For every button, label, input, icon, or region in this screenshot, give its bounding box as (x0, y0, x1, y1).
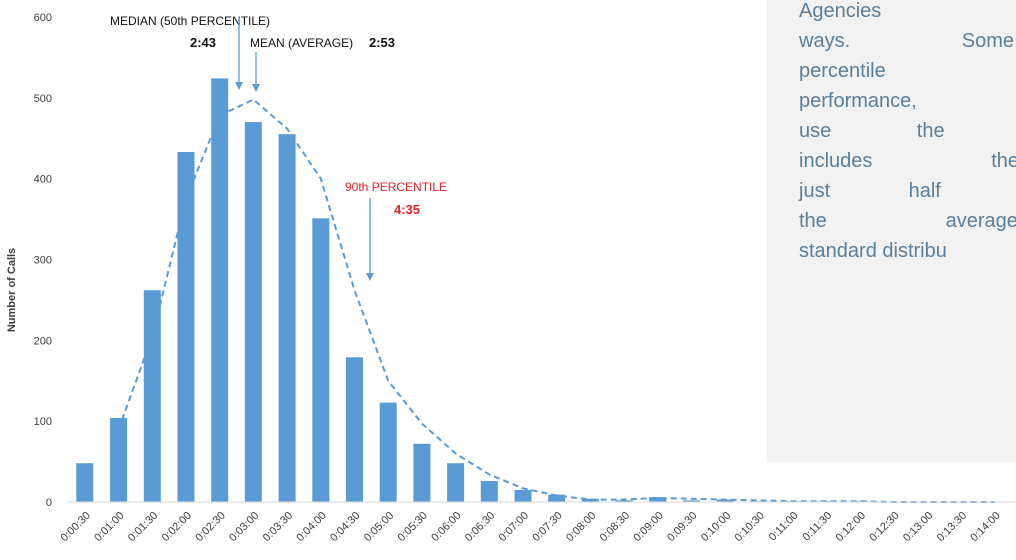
y-tick-label-4: 400 (34, 174, 52, 186)
info-line-1: Agencies measure (799, 0, 1016, 22)
x-tick-label-23: 0:12:00 (834, 510, 868, 544)
mean-value: 2:53 (369, 35, 395, 50)
x-tick-label-6: 0:03:30 (261, 510, 295, 544)
bar-0:01:30 (143, 290, 161, 502)
x-tick-label-15: 0:08:00 (564, 510, 598, 544)
bar-0:07:00 (514, 489, 532, 502)
p90-value: 4:35 (394, 202, 420, 217)
mean-arrowhead (252, 84, 260, 92)
bar-0:04:30 (346, 357, 363, 502)
x-tick-label-26: 0:13:30 (935, 510, 969, 544)
mean-label: MEAN (AVERAGE) (250, 36, 353, 50)
bar-0:05:00 (379, 402, 397, 502)
info-line-4: performance, w (799, 90, 1016, 112)
bar-0:09:30 (683, 500, 700, 502)
x-tick-label-2: 0:01:30 (126, 510, 160, 544)
bar-0:08:00 (581, 498, 599, 502)
x-axis: 0:00:30 0:01:00 0:01:30 0:02:00 0:02:30 0:03:… (59, 501, 1016, 544)
x-tick-label-13: 0:07:00 (497, 510, 531, 544)
x-tick-label-12: 0:06:30 (463, 510, 497, 544)
y-tick-label-0: 0 (46, 497, 52, 509)
bars (76, 78, 869, 503)
y-axis-label: Number of Calls (6, 248, 18, 332)
x-tick-label-18: 0:09:30 (665, 510, 699, 544)
x-tick-label-25: 0:13:00 (901, 510, 935, 544)
info-text-box: Agencies measure ways. Some age percenti… (767, 0, 1016, 462)
median-label: MEDIAN (50th PERCENTILE) (110, 14, 270, 28)
x-tick-label-10: 0:05:30 (396, 510, 430, 544)
mean-annotation: MEAN (AVERAGE) 2:53 (250, 35, 395, 92)
x-tick-label-0: 0:00:30 (59, 510, 93, 544)
info-line-3: percentile whe (799, 60, 1016, 82)
x-tick-label-9: 0:05:00 (362, 510, 396, 544)
info-line-5-a: use the 90 (799, 120, 1016, 142)
y-axis: 0 100 200 300 400 500 600 (34, 12, 52, 509)
p90-arrowhead (366, 273, 374, 281)
info-line-6: includes the va (799, 150, 1016, 172)
x-tick-label-8: 0:04:30 (328, 510, 362, 544)
bar-0:06:00 (447, 463, 465, 502)
x-tick-label-24: 0:12:30 (867, 510, 901, 544)
x-tick-label-19: 0:10:00 (699, 510, 733, 544)
bar-0:02:00 (177, 152, 195, 502)
info-line-2: ways. Some age (799, 30, 1016, 52)
bar-0:02:30 (211, 78, 229, 503)
p90-label: 90th PERCENTILE (345, 180, 447, 194)
x-tick-label-1: 0:01:00 (92, 510, 126, 544)
bar-0:03:30 (278, 134, 296, 502)
bar-0:03:00 (244, 122, 262, 502)
x-tick-label-11: 0:06:00 (429, 510, 463, 544)
info-line-8: the average an (799, 210, 1016, 232)
x-tick-label-22: 0:11:30 (801, 510, 835, 544)
x-tick-label-5: 0:03:00 (227, 510, 261, 544)
x-tick-label-17: 0:09:00 (631, 510, 665, 544)
x-tick-label-21: 0:11:00 (767, 510, 801, 544)
p90-annotation: 90th PERCENTILE 4:35 (345, 180, 447, 281)
x-tick-label-3: 0:02:00 (160, 510, 194, 544)
bar-0:06:30 (480, 481, 498, 502)
bar-0:04:00 (312, 218, 330, 503)
bar-0:07:30 (548, 494, 566, 502)
bar-0:00:30 (76, 463, 94, 502)
bar-0:09:00 (649, 497, 667, 502)
x-tick-label-20: 0:10:30 (733, 510, 767, 544)
y-tick-label-3: 300 (34, 255, 52, 267)
x-tick-label-16: 0:08:30 (598, 510, 632, 544)
info-line-5: use the 90th p (799, 116, 1016, 146)
median-value: 2:43 (190, 35, 216, 50)
bar-0:08:30 (615, 500, 633, 502)
x-tick-label-14: 0:07:30 (530, 510, 564, 544)
trend-line (117, 98, 995, 503)
bar-0:10:00 (716, 499, 734, 502)
x-tick-label-7: 0:04:00 (294, 510, 328, 544)
x-tick-label-4: 0:02:30 (193, 510, 227, 544)
bar-0:01:00 (110, 417, 128, 502)
info-line-7: just half of them (799, 180, 1016, 202)
x-tick-label-27: 0:14:00 (968, 510, 1002, 544)
median-arrowhead (235, 82, 243, 90)
y-tick-label-5: 500 (34, 93, 52, 105)
y-tick-label-6: 600 (34, 12, 52, 24)
y-tick-label-2: 200 (34, 335, 52, 347)
y-tick-label-1: 100 (34, 416, 52, 428)
info-line-9: standard distribu (799, 240, 947, 262)
median-annotation: MEDIAN (50th PERCENTILE) 2:43 (110, 14, 270, 90)
bar-0:05:30 (413, 443, 431, 502)
